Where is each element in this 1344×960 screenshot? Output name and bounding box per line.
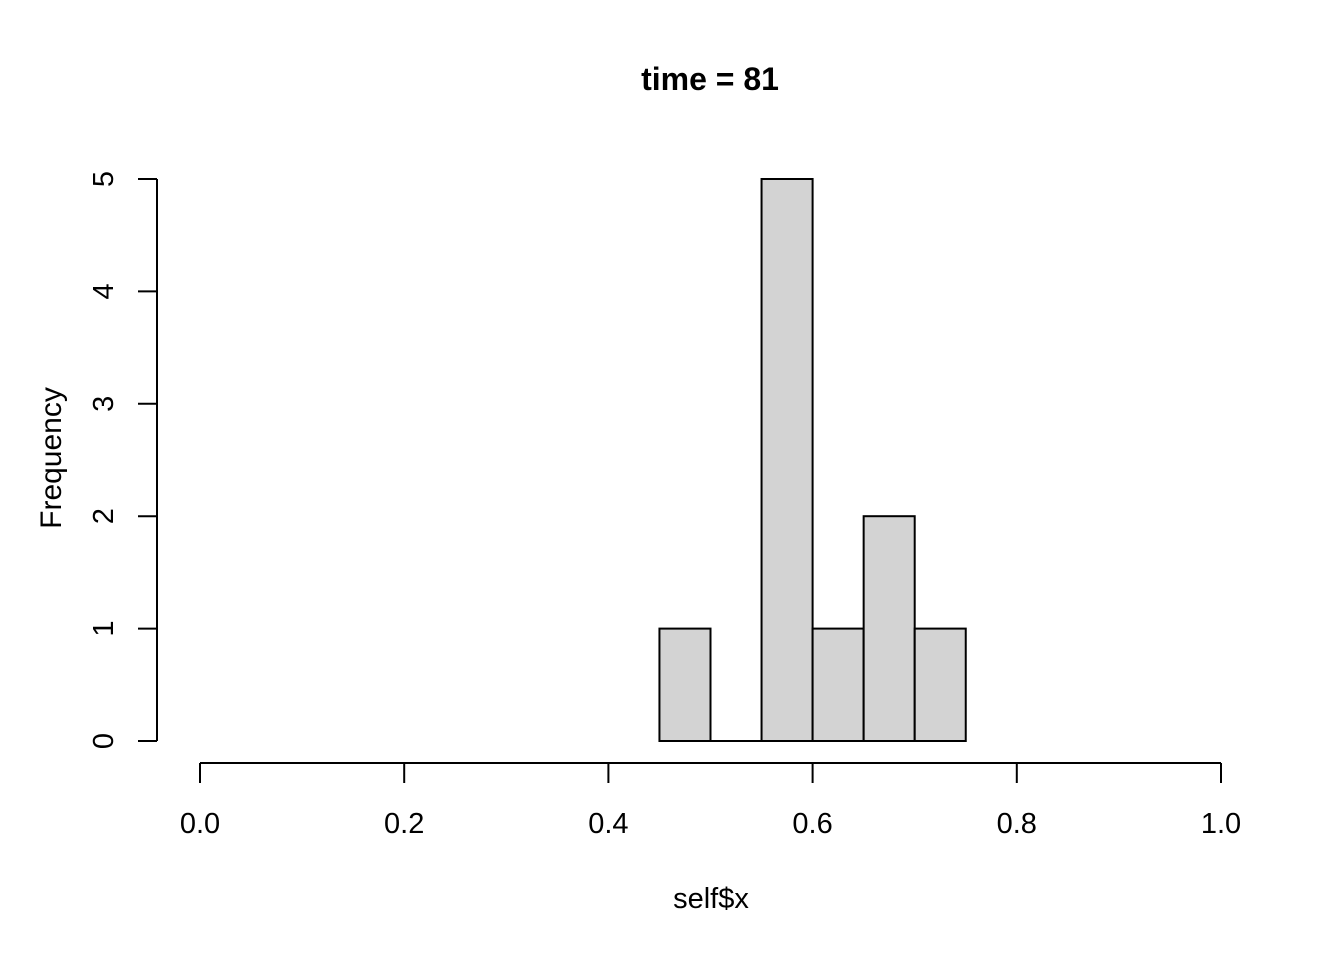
x-axis-tick-label: 0.8 <box>997 808 1037 840</box>
y-axis-tick-label: 5 <box>88 171 120 187</box>
y-axis-tick-label: 4 <box>88 283 120 299</box>
histogram-bar <box>862 515 916 743</box>
histogram-bar <box>760 178 814 742</box>
y-axis-tick-label: 1 <box>88 621 120 637</box>
x-axis-label: self$x <box>673 883 749 915</box>
y-axis-tick-label: 3 <box>88 396 120 412</box>
histogram-bar <box>811 627 865 742</box>
histogram-bar <box>913 627 967 742</box>
y-axis-tick-label: 2 <box>88 508 120 524</box>
x-axis-tick-label: 1.0 <box>1201 808 1241 840</box>
x-axis-tick-label: 0.4 <box>588 808 628 840</box>
histogram-bar <box>658 627 712 742</box>
x-axis-tick-label: 0.0 <box>180 808 220 840</box>
x-axis-tick-label: 0.6 <box>792 808 832 840</box>
y-axis-label: Frequency <box>35 387 68 529</box>
x-axis-tick-label: 0.2 <box>384 808 424 840</box>
chart-title: time = 81 <box>641 61 779 97</box>
y-axis-tick-label: 0 <box>88 733 120 749</box>
